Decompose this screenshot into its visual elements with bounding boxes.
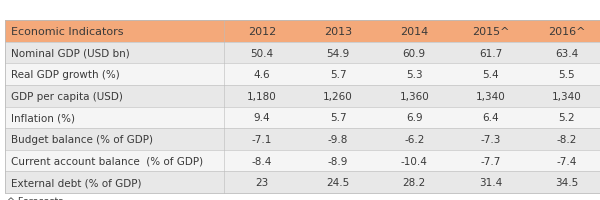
Bar	[452, 171, 529, 193]
Text: 50.4: 50.4	[250, 48, 274, 58]
Bar	[452, 64, 529, 86]
Text: 61.7: 61.7	[479, 48, 502, 58]
Bar	[224, 171, 300, 193]
Text: -8.4: -8.4	[252, 156, 272, 166]
Text: Inflation (%): Inflation (%)	[11, 113, 75, 123]
Text: 24.5: 24.5	[326, 177, 350, 187]
Text: 23: 23	[255, 177, 269, 187]
Bar	[376, 21, 452, 43]
Bar	[5, 21, 600, 193]
Text: 60.9: 60.9	[403, 48, 426, 58]
Text: -7.7: -7.7	[481, 156, 500, 166]
Bar	[300, 150, 376, 171]
Text: 34.5: 34.5	[555, 177, 578, 187]
Text: 5.7: 5.7	[330, 113, 346, 123]
Bar	[452, 107, 529, 128]
Text: 5.4: 5.4	[482, 70, 499, 80]
Bar	[529, 129, 600, 150]
Bar	[5, 64, 224, 86]
Text: 9.4: 9.4	[254, 113, 270, 123]
Bar	[529, 86, 600, 107]
Bar	[300, 171, 376, 193]
Text: 5.3: 5.3	[406, 70, 422, 80]
Text: 1,340: 1,340	[476, 91, 505, 101]
Text: 28.2: 28.2	[403, 177, 426, 187]
Bar	[224, 129, 300, 150]
Bar	[224, 21, 300, 43]
Bar	[529, 64, 600, 86]
Bar	[376, 150, 452, 171]
Text: -9.8: -9.8	[328, 134, 348, 144]
Text: 5.5: 5.5	[559, 70, 575, 80]
Text: Budget balance (% of GDP): Budget balance (% of GDP)	[11, 134, 153, 144]
Bar	[452, 129, 529, 150]
Bar	[224, 107, 300, 128]
Text: 54.9: 54.9	[326, 48, 350, 58]
Bar	[529, 150, 600, 171]
Bar	[300, 129, 376, 150]
Text: Real GDP growth (%): Real GDP growth (%)	[11, 70, 119, 80]
Bar	[452, 21, 529, 43]
Text: 2013: 2013	[324, 27, 352, 37]
Bar	[5, 21, 224, 43]
Bar	[5, 86, 224, 107]
Bar	[224, 42, 300, 64]
Bar	[376, 86, 452, 107]
Text: -10.4: -10.4	[401, 156, 428, 166]
Text: -7.4: -7.4	[557, 156, 577, 166]
Text: 2012: 2012	[248, 27, 276, 37]
Text: 2014: 2014	[400, 27, 428, 37]
Text: GDP per capita (USD): GDP per capita (USD)	[11, 91, 122, 101]
Bar	[376, 64, 452, 86]
Bar	[5, 42, 224, 64]
Text: 1,340: 1,340	[552, 91, 581, 101]
Bar	[224, 150, 300, 171]
Text: External debt (% of GDP): External debt (% of GDP)	[11, 177, 142, 187]
Bar	[5, 107, 224, 128]
Bar	[224, 64, 300, 86]
Bar	[529, 42, 600, 64]
Text: 2015^: 2015^	[472, 27, 509, 37]
Bar	[300, 107, 376, 128]
Bar	[529, 171, 600, 193]
Bar	[224, 86, 300, 107]
Bar	[376, 171, 452, 193]
Bar	[5, 129, 224, 150]
Text: 63.4: 63.4	[555, 48, 578, 58]
Text: ^ Forecasts: ^ Forecasts	[7, 196, 63, 200]
Text: Nominal GDP (USD bn): Nominal GDP (USD bn)	[11, 48, 130, 58]
Text: 4.6: 4.6	[254, 70, 270, 80]
Bar	[452, 150, 529, 171]
Text: -8.9: -8.9	[328, 156, 348, 166]
Text: -7.3: -7.3	[481, 134, 500, 144]
Bar	[376, 107, 452, 128]
Bar	[452, 86, 529, 107]
Bar	[300, 64, 376, 86]
Text: 5.7: 5.7	[330, 70, 346, 80]
Bar	[300, 42, 376, 64]
Text: 5.2: 5.2	[559, 113, 575, 123]
Bar	[529, 21, 600, 43]
Text: 31.4: 31.4	[479, 177, 502, 187]
Bar	[300, 86, 376, 107]
Text: 1,180: 1,180	[247, 91, 277, 101]
Text: -7.1: -7.1	[252, 134, 272, 144]
Text: 2016^: 2016^	[548, 27, 586, 37]
Text: -6.2: -6.2	[404, 134, 424, 144]
Text: -8.2: -8.2	[557, 134, 577, 144]
Text: 6.4: 6.4	[482, 113, 499, 123]
Bar	[5, 150, 224, 171]
Bar	[5, 171, 224, 193]
Bar	[376, 42, 452, 64]
Text: Current account balance  (% of GDP): Current account balance (% of GDP)	[11, 156, 203, 166]
Bar	[300, 21, 376, 43]
Text: Economic Indicators: Economic Indicators	[11, 27, 124, 37]
Text: 6.9: 6.9	[406, 113, 422, 123]
Text: 1,360: 1,360	[400, 91, 429, 101]
Text: 1,260: 1,260	[323, 91, 353, 101]
Bar	[529, 107, 600, 128]
Bar	[376, 129, 452, 150]
Bar	[452, 42, 529, 64]
